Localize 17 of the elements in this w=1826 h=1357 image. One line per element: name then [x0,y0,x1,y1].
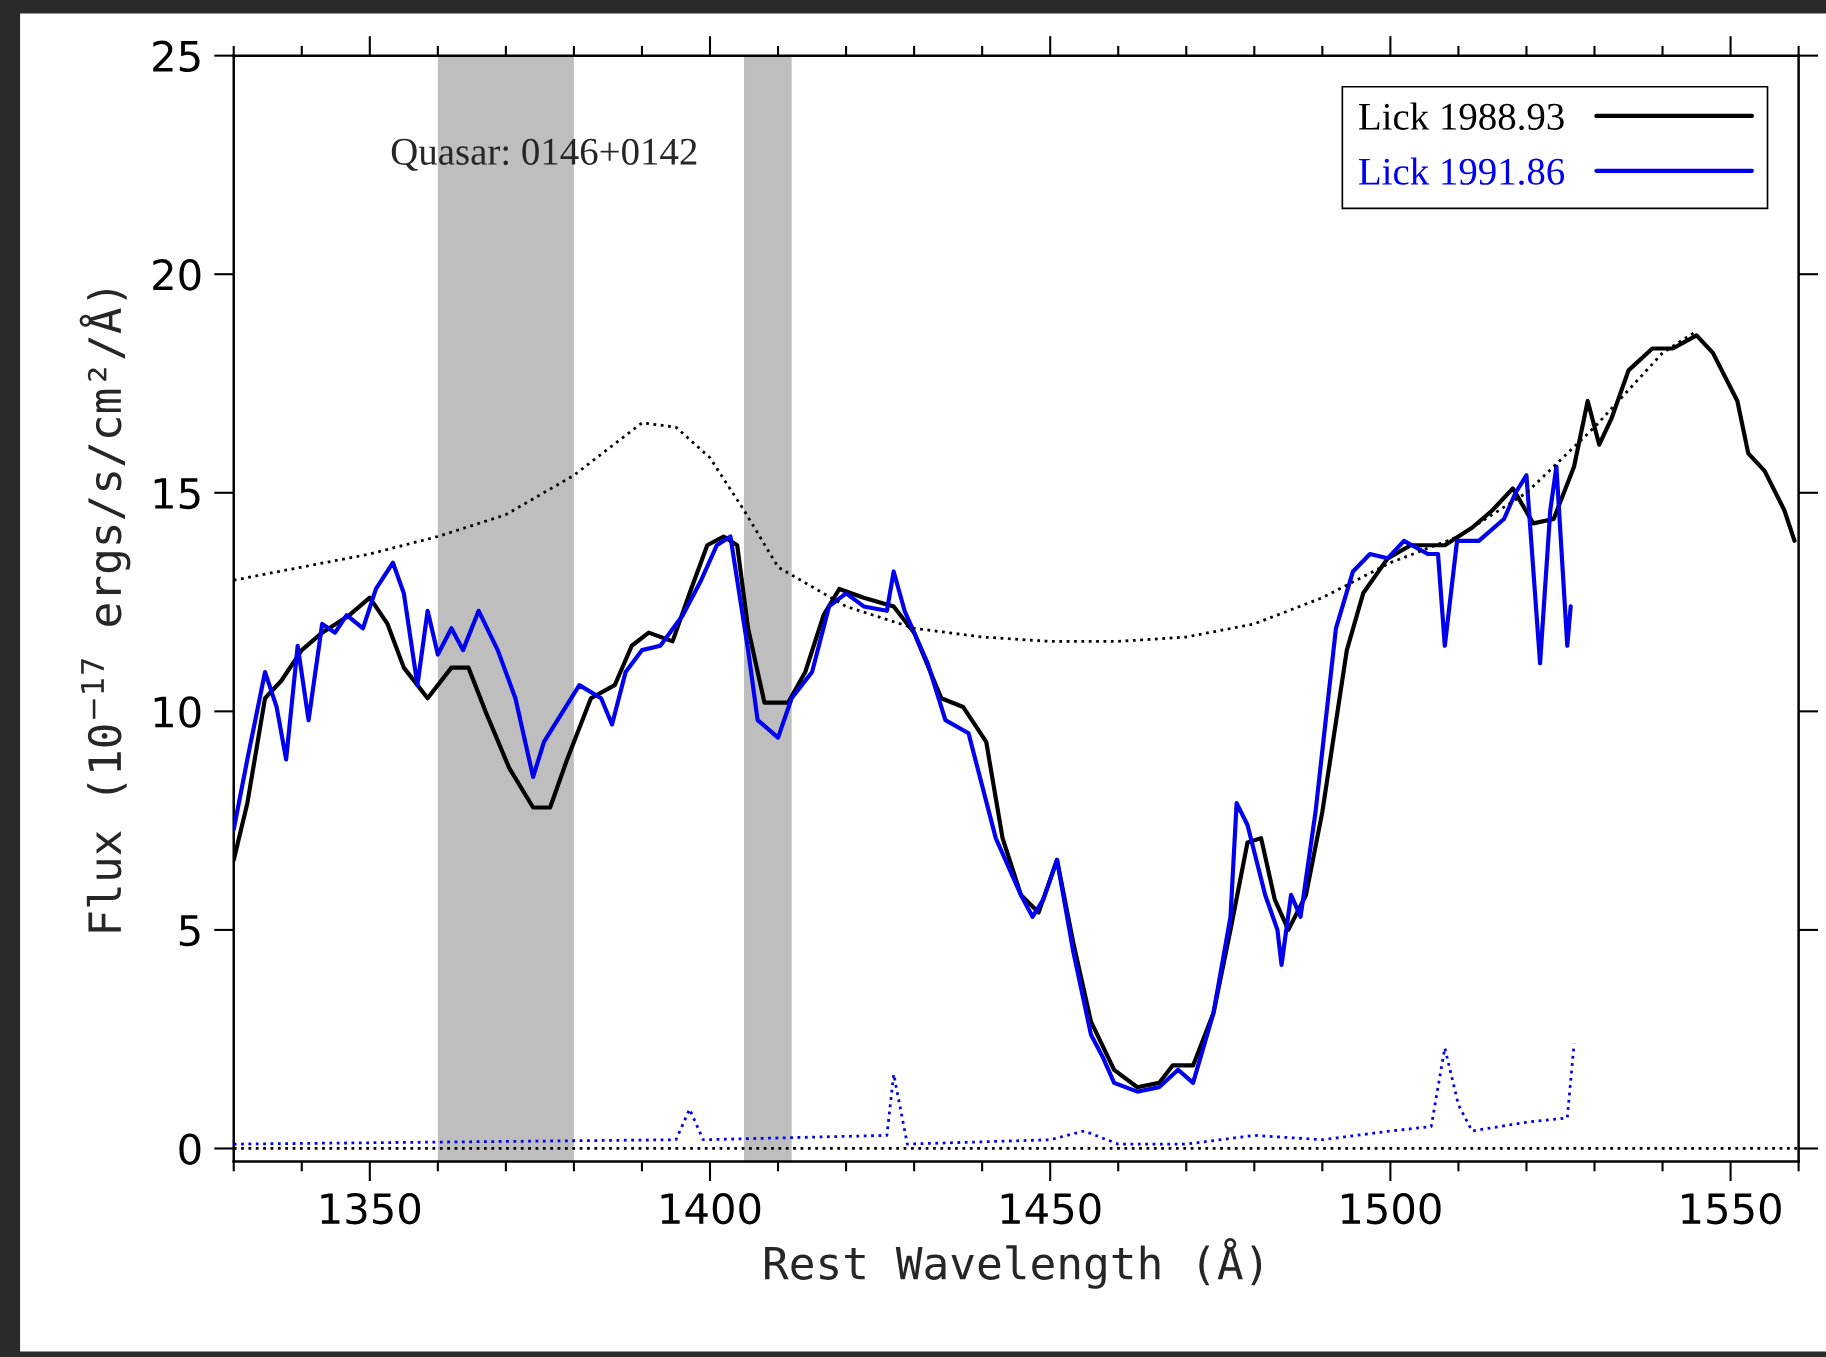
y-tick-label: 15 [154,478,200,510]
y-tick-label: 20 [153,259,201,291]
y-tick-label: 5 [179,915,200,947]
y-tick-label: 25 [153,40,200,73]
y-tick-label: 10 [154,696,201,728]
annotation: Quasar: 0146+0142 [391,138,697,171]
line-series [233,464,1573,1094]
legend-label: Lick 1991.86 [1359,157,1565,186]
x-tick-label: 1350 [321,1192,421,1225]
x-tick-label: 1550 [1682,1192,1781,1225]
y-tick-label: 0 [179,1133,201,1165]
y-axis-title: Flux (10$^{−17}$ ergs/s/cm²/Å) [79,289,131,932]
legend-label: Lick 1988.93 [1359,102,1564,131]
x-tick-label: 1500 [1341,1192,1441,1225]
x-axis-title: Rest Wavelength (Å) [765,1238,1262,1289]
x-tick-label: 1450 [1001,1192,1101,1225]
x-tick-label: 1400 [661,1192,761,1225]
